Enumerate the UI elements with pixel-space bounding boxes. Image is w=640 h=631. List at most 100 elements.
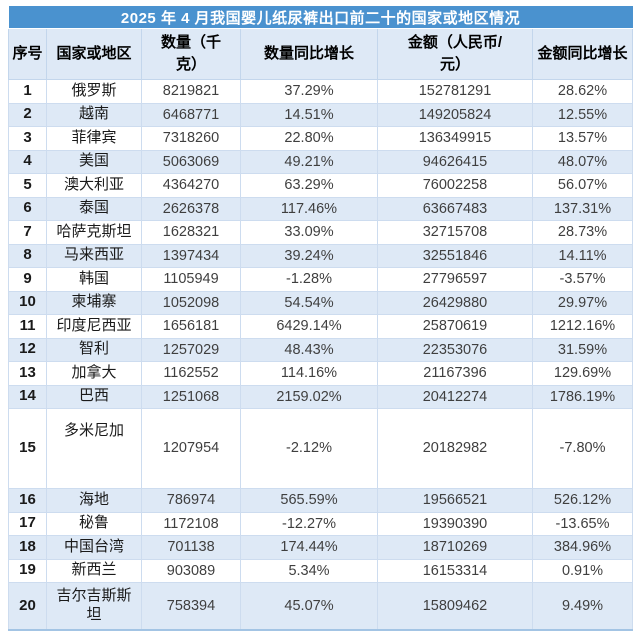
rank-cell: 17 xyxy=(8,511,47,536)
quantity-yoy-cell: 49.21% xyxy=(240,149,378,174)
quantity-kg-cell: 1105949 xyxy=(141,267,241,292)
amount-yoy-cell: 526.12% xyxy=(531,488,634,513)
rank-cell: 3 xyxy=(8,126,47,151)
table-row: 6 泰国 2626378 117.46% 63667483 137.31% xyxy=(8,196,634,221)
amount-yoy-cell: 28.62% xyxy=(531,79,634,104)
quantity-yoy-cell: 22.80% xyxy=(240,126,378,151)
country-cell: 菲律宾 xyxy=(46,126,142,151)
header-amount-cny: 金额（人民币/ 元） xyxy=(377,28,533,80)
table-row: 3 菲律宾 7318260 22.80% 136349915 13.57% xyxy=(8,126,634,151)
country-cell: 新西兰 xyxy=(46,558,142,583)
amount-cny-cell: 26429880 xyxy=(377,290,533,315)
quantity-yoy-cell: 114.16% xyxy=(240,361,378,386)
country-cell: 多米尼加 xyxy=(46,408,142,489)
quantity-kg-cell: 1257029 xyxy=(141,337,241,362)
country-cell: 马来西亚 xyxy=(46,243,142,268)
quantity-kg-cell: 1628321 xyxy=(141,220,241,245)
rank-cell: 4 xyxy=(8,149,47,174)
quantity-yoy-cell: 54.54% xyxy=(240,290,378,315)
rank-cell: 12 xyxy=(8,337,47,362)
amount-yoy-cell: 9.49% xyxy=(531,582,634,631)
rank-cell: 14 xyxy=(8,384,47,409)
quantity-yoy-cell: -1.28% xyxy=(240,267,378,292)
country-cell: 哈萨克斯坦 xyxy=(46,220,142,245)
page: 2025 年 4 月我国婴儿纸尿裤出口前二十的国家或地区情况 序号 国家或地区 … xyxy=(8,6,634,631)
table-row: 11 印度尼西亚 1656181 6429.14% 25870619 1212.… xyxy=(8,314,634,339)
quantity-yoy-cell: 117.46% xyxy=(240,196,378,221)
quantity-yoy-cell: -2.12% xyxy=(240,408,378,489)
amount-yoy-cell: -3.57% xyxy=(531,267,634,292)
amount-cny-cell: 76002258 xyxy=(377,173,533,198)
amount-yoy-cell: 31.59% xyxy=(531,337,634,362)
amount-cny-cell: 19566521 xyxy=(377,488,533,513)
rank-cell: 11 xyxy=(8,314,47,339)
rank-cell: 16 xyxy=(8,488,47,513)
quantity-kg-cell: 1207954 xyxy=(141,408,241,489)
table-row: 14 巴西 1251068 2159.02% 20412274 1786.19% xyxy=(8,384,634,409)
amount-yoy-cell: -7.80% xyxy=(531,408,634,489)
quantity-yoy-cell: 2159.02% xyxy=(240,384,378,409)
table-row: 7 哈萨克斯坦 1628321 33.09% 32715708 28.73% xyxy=(8,220,634,245)
amount-cny-cell: 20182982 xyxy=(377,408,533,489)
country-cell: 印度尼西亚 xyxy=(46,314,142,339)
rank-cell: 1 xyxy=(8,79,47,104)
quantity-yoy-cell: 6429.14% xyxy=(240,314,378,339)
quantity-kg-cell: 1251068 xyxy=(141,384,241,409)
amount-cny-cell: 152781291 xyxy=(377,79,533,104)
quantity-kg-cell: 6468771 xyxy=(141,102,241,127)
country-cell: 俄罗斯 xyxy=(46,79,142,104)
amount-yoy-cell: 29.97% xyxy=(531,290,634,315)
amount-cny-cell: 32551846 xyxy=(377,243,533,268)
rank-cell: 2 xyxy=(8,102,47,127)
table-row: 10 柬埔寨 1052098 54.54% 26429880 29.97% xyxy=(8,290,634,315)
rank-cell: 9 xyxy=(8,267,47,292)
amount-yoy-cell: 384.96% xyxy=(531,535,634,560)
amount-yoy-cell: 0.91% xyxy=(531,558,634,583)
amount-cny-cell: 63667483 xyxy=(377,196,533,221)
quantity-kg-cell: 1162552 xyxy=(141,361,241,386)
header-country: 国家或地区 xyxy=(46,28,142,80)
header-rank: 序号 xyxy=(8,28,47,80)
quantity-yoy-cell: 33.09% xyxy=(240,220,378,245)
table-row: 8 马来西亚 1397434 39.24% 32551846 14.11% xyxy=(8,243,634,268)
country-cell: 澳大利亚 xyxy=(46,173,142,198)
quantity-yoy-cell: -12.27% xyxy=(240,511,378,536)
amount-cny-cell: 20412274 xyxy=(377,384,533,409)
amount-cny-cell: 25870619 xyxy=(377,314,533,339)
rank-cell: 6 xyxy=(8,196,47,221)
quantity-kg-cell: 4364270 xyxy=(141,173,241,198)
rank-cell: 20 xyxy=(8,582,47,631)
amount-cny-cell: 19390390 xyxy=(377,511,533,536)
amount-cny-cell: 21167396 xyxy=(377,361,533,386)
quantity-kg-cell: 1052098 xyxy=(141,290,241,315)
quantity-kg-cell: 758394 xyxy=(141,582,241,631)
header-quantity-yoy: 数量同比增长 xyxy=(240,28,378,80)
rank-cell: 13 xyxy=(8,361,47,386)
table-row: 5 澳大利亚 4364270 63.29% 76002258 56.07% xyxy=(8,173,634,198)
table-row: 9 韩国 1105949 -1.28% 27796597 -3.57% xyxy=(8,267,634,292)
header-quantity-kg: 数量（千 克） xyxy=(141,28,241,80)
quantity-kg-cell: 786974 xyxy=(141,488,241,513)
country-cell: 柬埔寨 xyxy=(46,290,142,315)
quantity-kg-cell: 903089 xyxy=(141,558,241,583)
rank-cell: 8 xyxy=(8,243,47,268)
table-row: 4 美国 5063069 49.21% 94626415 48.07% xyxy=(8,149,634,174)
amount-yoy-cell: 1786.19% xyxy=(531,384,634,409)
quantity-yoy-cell: 48.43% xyxy=(240,337,378,362)
quantity-kg-cell: 2626378 xyxy=(141,196,241,221)
table-row: 1 俄罗斯 8219821 37.29% 152781291 28.62% xyxy=(8,79,634,104)
amount-cny-cell: 94626415 xyxy=(377,149,533,174)
amount-yoy-cell: 13.57% xyxy=(531,126,634,151)
quantity-yoy-cell: 39.24% xyxy=(240,243,378,268)
amount-yoy-cell: 12.55% xyxy=(531,102,634,127)
rank-cell: 15 xyxy=(8,408,47,489)
table-row: 12 智利 1257029 48.43% 22353076 31.59% xyxy=(8,337,634,362)
table-row: 15 多米尼加 1207954 -2.12% 20182982 -7.80% xyxy=(8,408,634,489)
country-cell: 美国 xyxy=(46,149,142,174)
amount-cny-cell: 149205824 xyxy=(377,102,533,127)
country-cell: 巴西 xyxy=(46,384,142,409)
amount-yoy-cell: 56.07% xyxy=(531,173,634,198)
amount-yoy-cell: -13.65% xyxy=(531,511,634,536)
rank-cell: 10 xyxy=(8,290,47,315)
country-cell: 吉尔吉斯斯 坦 xyxy=(46,582,142,631)
